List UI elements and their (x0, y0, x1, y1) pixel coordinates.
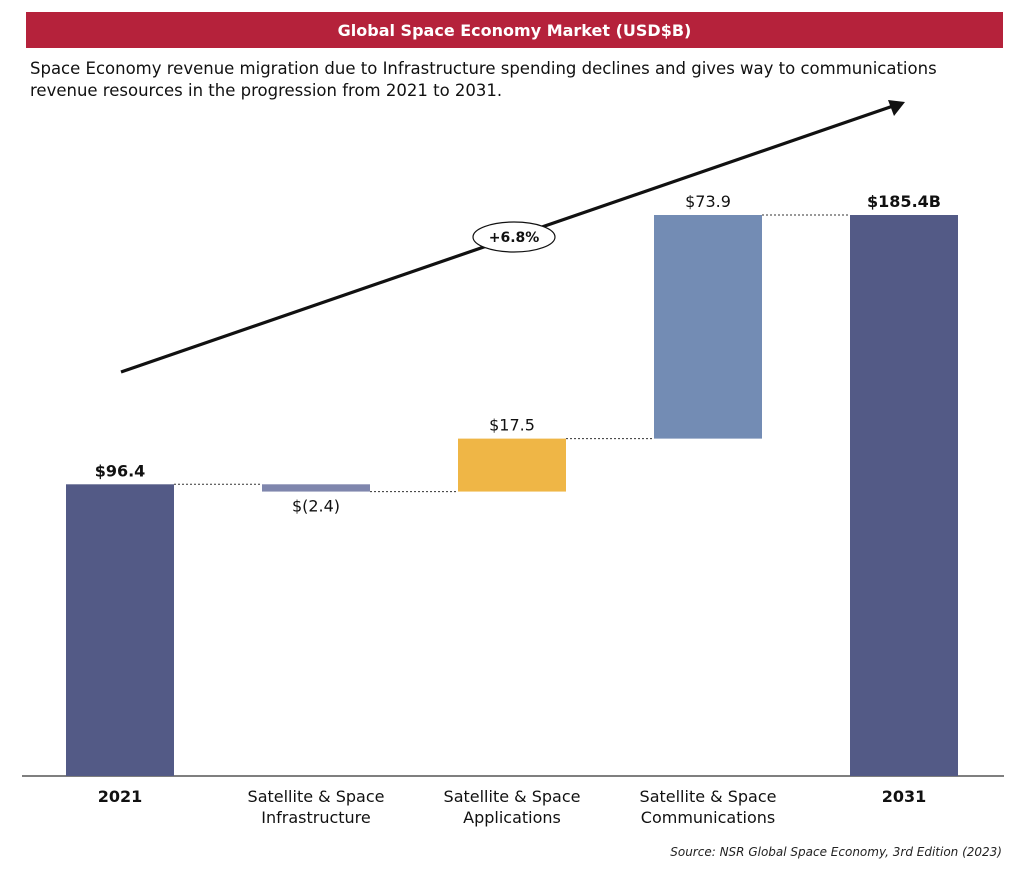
x-tick-label: 2021 (98, 787, 143, 806)
chart-title: Global Space Economy Market (USD$B) (337, 20, 692, 40)
growth-arrowhead (888, 100, 905, 116)
x-tick-label: Satellite & Space (248, 787, 385, 806)
bar-1 (66, 484, 174, 776)
x-tick-label: Satellite & Space (444, 787, 581, 806)
bar-5 (850, 215, 958, 776)
source-note: Source: NSR Global Space Economy, 3rd Ed… (670, 845, 1002, 859)
title-banner: Global Space Economy Market (USD$B) (26, 12, 1003, 48)
data-label: $185.4B (867, 192, 941, 211)
data-label: $17.5 (489, 416, 535, 435)
x-tick-label: Satellite & Space (640, 787, 777, 806)
x-tick-label: Applications (463, 808, 561, 827)
chart-subtitle: Space Economy revenue migration due to I… (30, 59, 937, 100)
x-tick-label: Infrastructure (261, 808, 370, 827)
x-tick-label: Communications (641, 808, 775, 827)
growth-annotation-oval (472, 221, 556, 253)
data-label: $73.9 (685, 192, 731, 211)
bar-3 (458, 438, 566, 492)
bar-4 (654, 215, 762, 439)
bar-2 (262, 484, 370, 492)
data-label: $(2.4) (292, 497, 340, 516)
data-label: $96.4 (95, 461, 146, 480)
growth-annotation-label: +6.8% (489, 230, 540, 246)
x-tick-label: 2031 (882, 787, 927, 806)
